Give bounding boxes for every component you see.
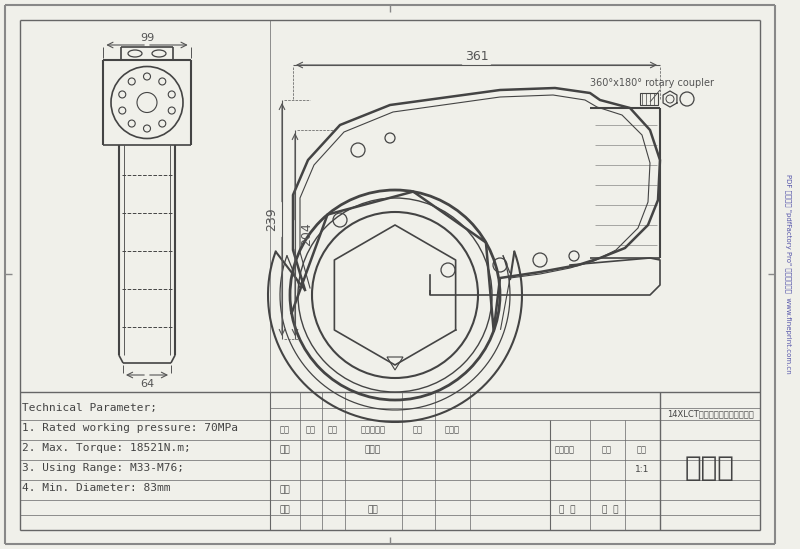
Text: 批准: 批准 [368, 506, 378, 514]
Text: 比例: 比例 [637, 445, 647, 455]
Text: 签名: 签名 [413, 425, 423, 434]
Text: 数量: 数量 [306, 425, 316, 434]
Text: 审核: 审核 [280, 485, 290, 495]
Text: 标准化: 标准化 [365, 445, 381, 455]
Text: 1. Rated working pressure: 70MPa: 1. Rated working pressure: 70MPa [22, 423, 238, 433]
Text: 1:1: 1:1 [635, 466, 649, 474]
Text: 64: 64 [140, 379, 154, 389]
Text: 14XLCT超薄中空式液压扭矩板手: 14XLCT超薄中空式液压扭矩板手 [666, 410, 754, 418]
Text: 2. Max. Torque: 18521N.m;: 2. Max. Torque: 18521N.m; [22, 443, 190, 453]
Text: 共  页: 共 页 [558, 506, 575, 514]
Text: PDF 文件使用 "pdfFactory Pro" 试用版本创建  www.fineprint.com.cn: PDF 文件使用 "pdfFactory Pro" 试用版本创建 www.fin… [785, 174, 791, 374]
Text: 3. Using Range: M33-M76;: 3. Using Range: M33-M76; [22, 463, 184, 473]
Text: 360°x180° rotary coupler: 360°x180° rotary coupler [590, 78, 714, 88]
Text: 204: 204 [301, 223, 314, 247]
Text: 工艺: 工艺 [280, 506, 290, 514]
Text: 99: 99 [140, 33, 154, 43]
Text: Technical Parameter;: Technical Parameter; [22, 403, 157, 413]
Text: 更改文件号: 更改文件号 [361, 425, 386, 434]
Text: 阶段标记: 阶段标记 [555, 445, 575, 455]
Text: 重量: 重量 [602, 445, 612, 455]
Text: 设计: 设计 [280, 445, 290, 455]
Text: 361: 361 [465, 51, 488, 64]
Text: 4. Min. Diameter: 83mm: 4. Min. Diameter: 83mm [22, 483, 170, 493]
Text: 年月日: 年月日 [445, 425, 459, 434]
Text: 第  页: 第 页 [602, 506, 618, 514]
Text: 239: 239 [266, 208, 278, 231]
Text: 分区: 分区 [328, 425, 338, 434]
Bar [640, 93, 658, 105]
Text: 示意图: 示意图 [685, 454, 735, 482]
Text: 标记: 标记 [280, 425, 290, 434]
